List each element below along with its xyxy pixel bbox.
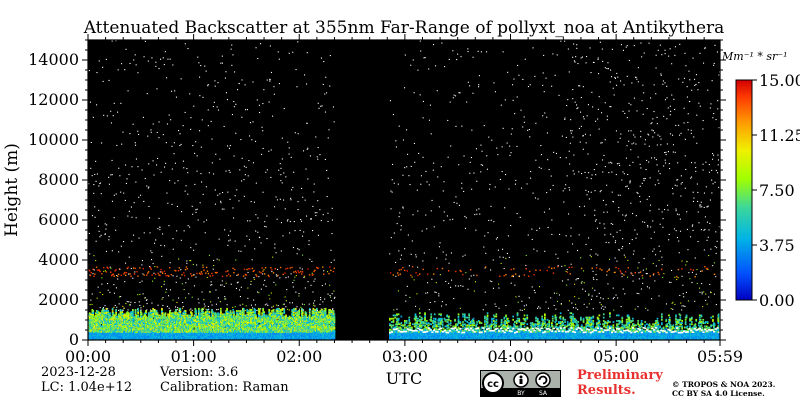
x-axis: 00:00 01:00 02:00 03:00 04:00 05:00 05:59 <box>65 34 743 366</box>
x-tick-label: 00:00 <box>65 347 111 366</box>
x-tick-label: 01:00 <box>171 347 217 366</box>
by-text: BY <box>517 390 525 396</box>
copyright-line-2: CC BY SA 4.0 License. <box>672 389 765 398</box>
colorbar-unit-label: Mm⁻¹ * sr⁻¹ <box>721 50 788 63</box>
date-label: 2023-12-28 <box>41 365 116 380</box>
colorbar-axis: 0.00 3.75 7.50 11.25 15.00 <box>752 71 800 310</box>
x-tick-label: 03:00 <box>382 347 428 366</box>
copyright-line-1: © TROPOS & NOA 2023. <box>672 380 776 389</box>
colorbar-tick-label: 11.25 <box>759 126 800 145</box>
calibration-label: Calibration: Raman <box>160 380 289 395</box>
colorbar-tick-label: 15.00 <box>759 71 800 90</box>
y-axis-label: Height (m) <box>2 143 22 237</box>
plot-area <box>88 40 720 340</box>
y-tick-label: 4000 <box>38 250 79 269</box>
colorbar-tick-label: 3.75 <box>759 236 795 255</box>
cc-symbol: cc <box>487 379 499 390</box>
y-tick-label: 2000 <box>38 290 79 309</box>
x-tick-label: 04:00 <box>487 347 533 366</box>
y-tick-label: 12000 <box>28 90 79 109</box>
version-label: Version: 3.6 <box>160 365 239 380</box>
y-tick-label: 0 <box>69 330 79 349</box>
x-axis-label: UTC <box>386 369 422 388</box>
sa-text: SA <box>539 390 548 396</box>
copyright-label: © TROPOS & NOA 2023. CC BY SA 4.0 Licens… <box>672 380 775 398</box>
y-tick-label: 10000 <box>28 130 79 149</box>
lc-label: LC: 1.04e+12 <box>41 380 133 395</box>
colorbar-tick-label: 7.50 <box>759 181 795 200</box>
heatmap-layer <box>88 40 720 340</box>
y-tick-label: 8000 <box>38 170 79 189</box>
preliminary-results-label: Preliminary Results. <box>577 368 663 398</box>
cc-by-sa-icon: cc BY SA <box>481 372 560 397</box>
cc-license-badge[interactable]: cc BY SA <box>480 370 561 397</box>
y-tick-label: 14000 <box>28 50 79 69</box>
y-tick-label: 6000 <box>38 210 79 229</box>
y-axis: 0 2000 4000 6000 8000 10000 12000 14000 <box>28 39 726 349</box>
x-tick-label: 05:59 <box>697 347 743 366</box>
x-tick-label: 05:00 <box>593 347 639 366</box>
colorbar <box>735 79 753 301</box>
x-tick-label: 02:00 <box>276 347 322 366</box>
chart-title: Attenuated Backscatter at 355nm Far-Rang… <box>83 18 725 38</box>
colorbar-tick-label: 0.00 <box>759 291 795 310</box>
